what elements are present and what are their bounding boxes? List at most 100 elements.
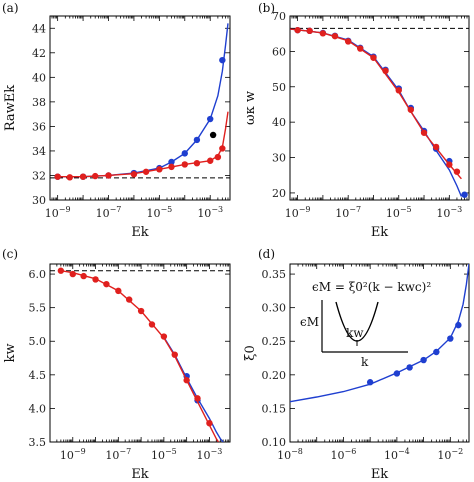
x-tick-label: 10−4 [384, 447, 410, 462]
y-tick-label: 0.35 [262, 268, 287, 281]
series-blue-point [181, 150, 188, 157]
plot-area [50, 23, 230, 181]
plot-area [50, 267, 230, 442]
series-red-point [432, 143, 440, 151]
series-red-point [171, 351, 178, 358]
y-tick-label: 0.15 [262, 402, 287, 415]
series-blue-line [290, 264, 469, 403]
series-red-point [92, 172, 99, 180]
series-blue-point [455, 321, 462, 329]
series-red-point [92, 276, 99, 283]
x-tick-label: 10−3 [197, 447, 223, 462]
y-tick-label: 6.0 [29, 268, 47, 281]
panel-label: (d) [258, 247, 275, 261]
series-red-point [207, 157, 214, 164]
y-tick-label: 4.0 [29, 402, 47, 415]
series-red-point [103, 280, 110, 288]
panel-c: (c) 10−9 10−7 10−5 10−3 3.5 4.0 4.5 5.0 5.5 6.0 Ek k… [2, 247, 231, 482]
series-blue-point [219, 56, 226, 64]
y-tick-label: 0.10 [262, 436, 287, 449]
y-tick-label: 30 [272, 152, 286, 165]
plot-frame [289, 15, 470, 201]
series-red-point [420, 129, 428, 136]
series-blue-point [207, 115, 214, 123]
y-tick-label: 0.30 [262, 302, 287, 315]
series-red-point [66, 174, 73, 181]
y-axis-label: ωκ w [243, 91, 258, 125]
panel-label: (b) [258, 1, 275, 15]
series-red-point [194, 395, 201, 402]
inset-x-label: k [361, 355, 369, 369]
series-red-point [214, 153, 222, 161]
series-red-point [193, 160, 201, 167]
panel-a: (a) 10−9 10−7 10−5 10−3 30 32 34 36 38 40 42 44 Ek Raw… [2, 1, 231, 240]
x-axis-label: Ek [131, 225, 148, 240]
x-tick-label: 10−9 [45, 205, 71, 220]
y-tick-label: 32 [32, 169, 46, 182]
plot-frame [49, 15, 231, 201]
series-red-point [370, 54, 377, 61]
x-tick-label: 10−6 [331, 447, 357, 462]
series-blue-point [393, 370, 401, 377]
series-red-point [137, 307, 145, 315]
series-red-point [395, 87, 402, 94]
x-axis-label: Ek [371, 467, 388, 482]
inset-y-label: ϵM [300, 315, 319, 329]
y-tick-label: 34 [32, 145, 46, 158]
series-red-point [219, 145, 226, 152]
y-tick-label: 44 [32, 22, 46, 35]
series-red-point [181, 161, 188, 168]
series-blue-point [433, 348, 440, 356]
series-red-point [54, 173, 61, 180]
series-red-point [130, 171, 138, 178]
series-blue-point [420, 356, 427, 364]
series-red-point [80, 272, 87, 280]
series-blue-line [290, 28, 463, 197]
series-red-point [168, 163, 175, 171]
x-axis-label: Ek [371, 225, 388, 240]
x-tick-label: 10−7 [335, 205, 361, 220]
series-black-point [209, 131, 217, 139]
panel-d: (d) 10−8 10−6 10−4 10−2 0.10 0.15 0.20 0.25 0.30 0… [243, 247, 470, 482]
x-tick-label: 10−5 [386, 205, 412, 220]
y-axis-label: ξ0 [243, 345, 258, 360]
y-tick-label: 36 [32, 120, 46, 133]
series-red-point [306, 27, 313, 35]
y-tick-label: 40 [32, 71, 46, 84]
y-tick-label: 0.25 [262, 335, 287, 348]
series-blue-point [461, 191, 468, 198]
plot-frame [49, 263, 231, 443]
series-red-point [69, 270, 76, 278]
series-blue-point [366, 379, 374, 386]
series-blue-point [168, 158, 175, 166]
series-red-point [115, 287, 122, 295]
series-red-point [344, 38, 352, 45]
y-tick-label: 70 [272, 10, 286, 23]
y-tick-label: 4.5 [29, 369, 47, 382]
series-red-line [290, 28, 462, 180]
y-tick-label: 60 [272, 45, 286, 58]
y-axis-label: kw [3, 343, 18, 362]
y-tick-label: 20 [272, 187, 286, 200]
series-red-point [148, 321, 156, 328]
series-blue-point [193, 136, 201, 144]
y-tick-label: 5.5 [29, 302, 47, 315]
y-tick-label: 30 [32, 194, 46, 207]
x-tick-label: 10−7 [96, 205, 122, 220]
y-tick-label: 5.0 [29, 335, 47, 348]
series-red-point [160, 333, 168, 340]
series-red-line [57, 111, 229, 178]
x-tick-label: 10−7 [105, 447, 131, 462]
x-tick-label: 10−9 [60, 447, 86, 462]
x-axis-label: Ek [131, 467, 148, 482]
x-tick-label: 10−9 [285, 205, 311, 220]
inset-schematic: ϵM = ξ0²(k − kwc)² ϵM kw k [300, 280, 431, 369]
inset-formula: ϵM = ξ0²(k − kwc)² [312, 280, 431, 294]
series-red-point [446, 161, 453, 168]
y-tick-label: 42 [32, 47, 46, 60]
panel-b: (b) 10−9 10−7 10−5 10−3 20 30 40 50 60 70 Ek ωκ w [243, 1, 470, 240]
x-tick-label: 10−8 [277, 447, 303, 462]
y-axis-label: RawEk [3, 85, 18, 131]
series-red-point [331, 32, 339, 40]
